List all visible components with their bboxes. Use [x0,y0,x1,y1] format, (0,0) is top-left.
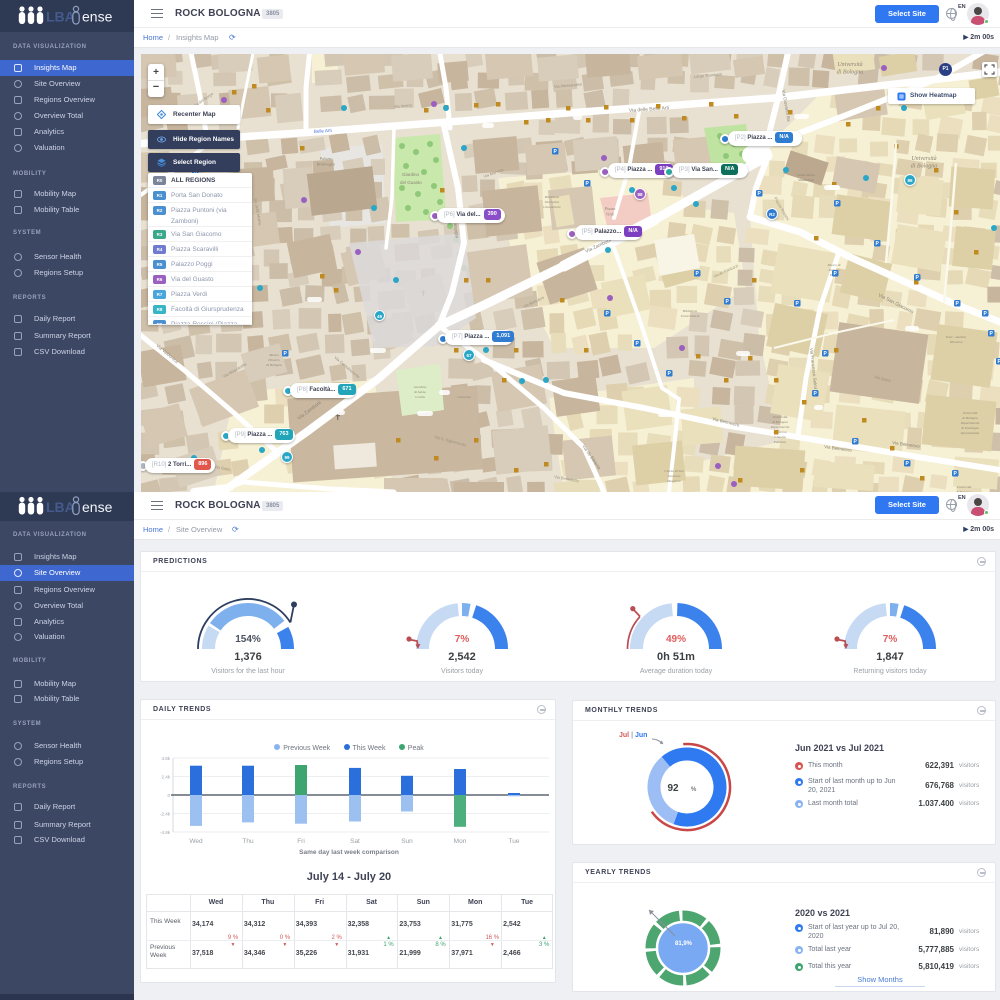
svg-text:P: P [554,149,558,155]
svg-text:81,9%: 81,9% [675,941,693,947]
svg-text:di Bologna: di Bologna [837,70,864,76]
svg-text:ense: ense [82,9,113,25]
svg-text:Belle Arti: Belle Arti [314,128,332,134]
svg-text:Via Benedetto: Via Benedetto [554,474,580,483]
svg-text:P: P [956,301,960,307]
svg-text:Maggiore: Maggiore [666,479,681,483]
svg-text:Specializzata: Specializzata [961,431,980,435]
svg-text:92: 92 [667,783,679,794]
svg-text:Via Alessandrini: Via Alessandrini [554,82,583,89]
svg-text:P: P [984,311,988,317]
svg-text:di Bologna: di Bologna [772,420,788,424]
svg-text:P: P [990,331,994,337]
svg-text:Via Belmeloro: Via Belmeloro [892,440,921,449]
svg-text:Cecilia: Cecilia [415,395,425,399]
svg-text:P: P [834,271,838,277]
svg-text:Pubblica: Pubblica [773,440,787,444]
svg-text:P: P [796,301,800,307]
svg-text:Via Giovanni Ba: Via Giovanni Ba [781,89,792,122]
svg-text:Maddalena: Maddalena [797,178,814,182]
svg-text:Giacomo: Giacomo [668,474,681,478]
svg-text:Università: Università [837,62,862,68]
svg-text:P: P [814,391,818,397]
svg-text:Biblioteca: Biblioteca [545,195,560,199]
svg-text:ense: ense [82,499,113,515]
svg-text:Via Irnerio: Via Irnerio [394,102,413,109]
svg-text:di Bologna: di Bologna [911,164,938,170]
svg-text:P: P [606,311,610,317]
svg-text:%: % [691,787,697,793]
svg-text:-4.8k: -4.8k [160,830,171,835]
svg-text:Università: Università [963,411,978,415]
svg-text:P: P [916,275,920,281]
svg-text:Ebraico: Ebraico [267,358,280,362]
svg-text:Museo: Museo [268,353,279,357]
svg-text:Via Belmeloro: Via Belmeloro [824,444,853,453]
svg-text:Umanistiche: Umanistiche [543,205,561,209]
svg-text:Via Francesco Selmi: Via Francesco Selmi [809,348,818,389]
svg-text:Via delle Belle Arti: Via delle Belle Arti [629,105,670,114]
svg-text:di Patologia: di Patologia [961,426,979,430]
svg-text:4.8k: 4.8k [161,756,170,761]
svg-text:Santa Maria: Santa Maria [797,173,815,177]
svg-text:P: P [824,351,828,357]
svg-text:di Bologna: di Bologna [962,416,978,420]
svg-text:P: P [586,181,590,187]
svg-text:✝: ✝ [334,412,342,422]
svg-text:Dipartimento: Dipartimento [960,421,980,425]
svg-text:Medicina: Medicina [772,430,786,434]
svg-text:-2.4k: -2.4k [160,812,171,817]
svg-text:Wireache: Wireache [949,340,963,344]
svg-text:Università: Università [911,156,936,162]
svg-text:del Guasto: del Guasto [400,180,422,185]
svg-text:P: P [854,439,858,445]
svg-text:P: P [998,359,1000,365]
svg-text:LBA: LBA [46,9,75,25]
svg-text:Dipartimento: Dipartimento [770,425,790,429]
svg-text:Via Selmi: Via Selmi [874,374,892,383]
svg-text:P: P [758,191,762,197]
svg-text:Via delle Moline: Via delle Moline [253,197,263,226]
svg-text:di Bologna: di Bologna [956,490,972,492]
svg-text:Giardino: Giardino [414,385,427,389]
svg-text:di Bologna: di Bologna [266,363,282,367]
svg-text:Universitaria: Universitaria [681,314,700,318]
svg-text:Convento: Convento [457,395,471,399]
svg-text:P: P [954,471,958,477]
svg-text:Via Belmeloro: Via Belmeloro [712,416,741,428]
svg-text:P: P [668,371,672,377]
svg-text:P: P [726,299,730,305]
svg-text:0: 0 [167,793,170,798]
svg-text:Via Goito: Via Goito [214,464,232,472]
svg-text:Piazza: Piazza [604,206,616,211]
svg-text:P: P [876,241,880,247]
svg-text:Università: Università [957,485,972,489]
svg-text:Chiesa di San: Chiesa di San [664,469,684,473]
svg-text:Museo di: Museo di [827,263,841,267]
svg-text:P: P [284,351,288,357]
svg-text:P: P [836,201,840,207]
svg-text:di Santa: di Santa [414,390,426,394]
svg-text:P: P [696,271,700,277]
svg-text:Università: Università [773,415,788,419]
svg-text:Enel - stazioni: Enel - stazioni [945,335,966,339]
svg-text:P: P [906,461,910,467]
svg-text:Giardino: Giardino [402,172,420,177]
svg-text:LBA: LBA [46,499,75,515]
svg-text:Discipline: Discipline [544,200,560,204]
svg-text:Verdi: Verdi [606,212,614,217]
svg-text:Biblioteca: Biblioteca [683,309,698,313]
svg-text:Bentivoglio: Bentivoglio [317,162,335,167]
svg-text:2.4k: 2.4k [161,775,170,780]
svg-text:P: P [636,341,640,347]
svg-text:e Sanità: e Sanità [774,435,786,439]
svg-text:Largo Trombetti: Largo Trombetti [694,72,722,79]
svg-text:Palazzo: Palazzo [319,156,333,161]
